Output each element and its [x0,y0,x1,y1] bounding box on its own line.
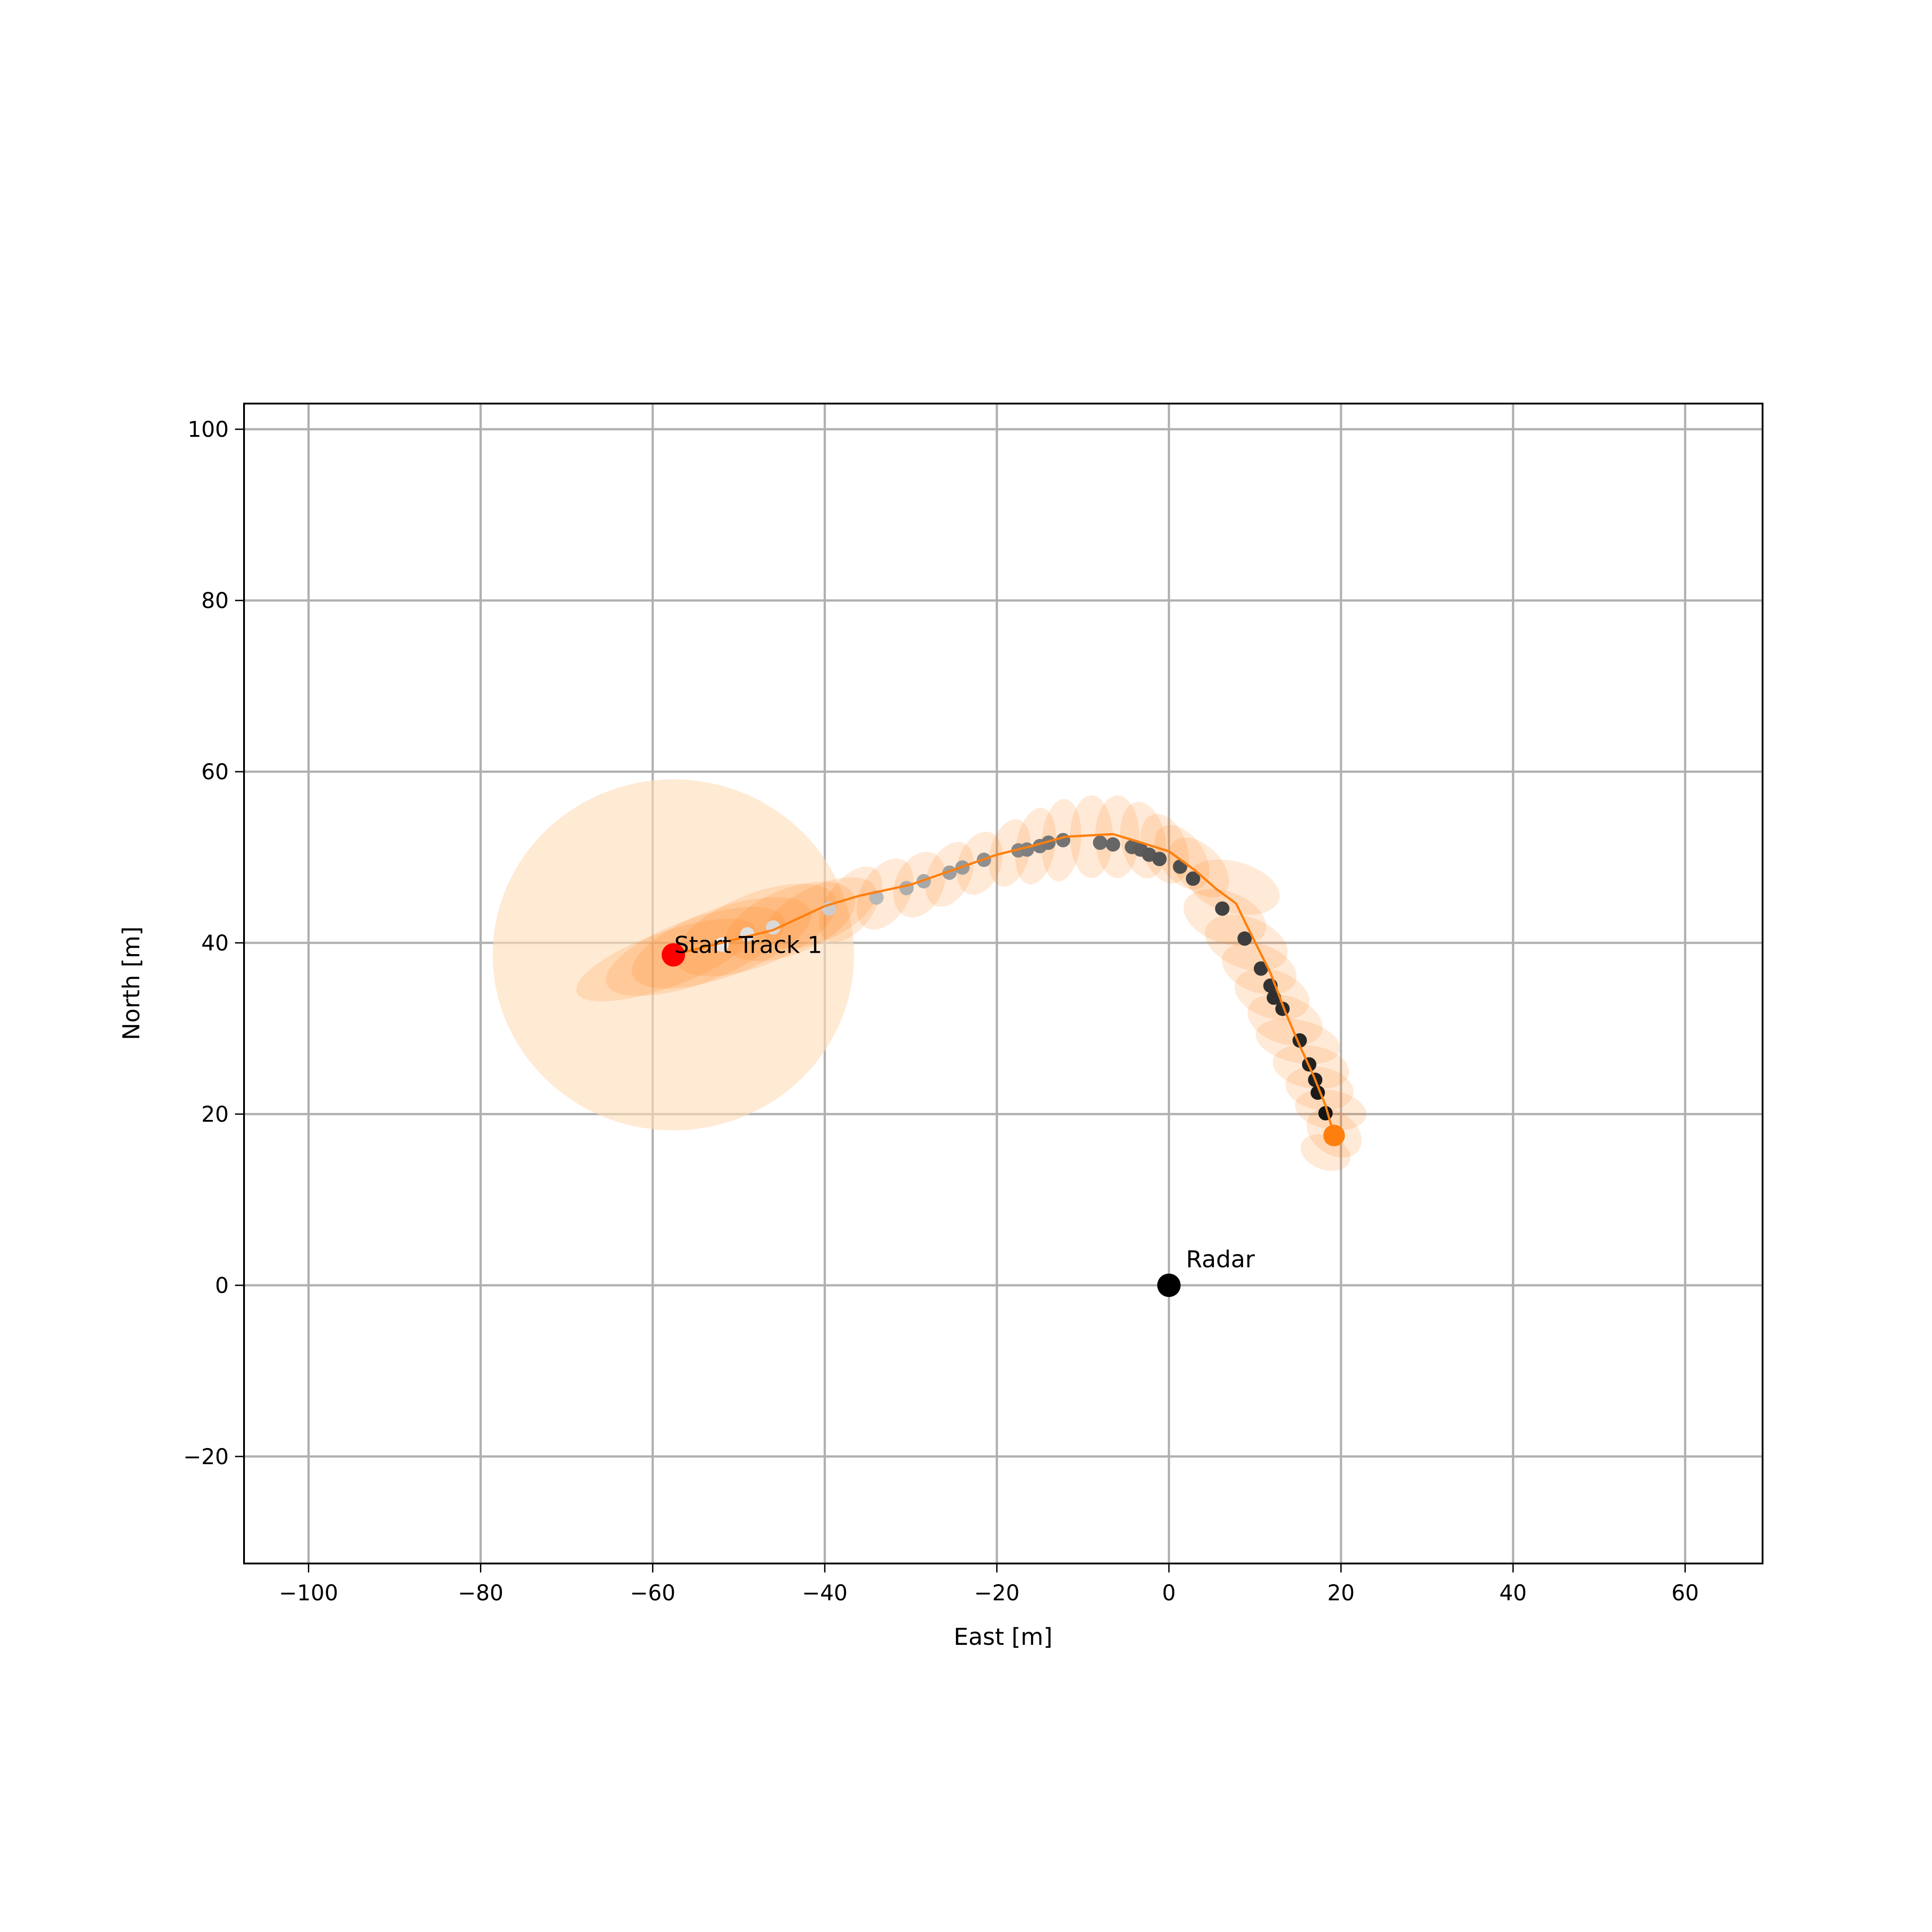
x-tick-label: −100 [279,1581,338,1606]
y-tick-label: 60 [201,759,229,785]
x-tick-label: −40 [802,1581,848,1606]
measurement-point [1253,961,1268,976]
measurement-point [1056,833,1070,848]
x-axis-label: East [m] [954,1624,1053,1651]
covariance-ellipse [764,877,876,949]
radar-annotation: Radar [1186,1246,1255,1273]
measurement-point [1215,901,1230,916]
measurement-point [1173,859,1187,874]
covariance-ellipse [1247,994,1323,1046]
x-tick-label: −80 [458,1581,503,1606]
y-tick-label: 80 [201,588,229,613]
x-tick-label: −60 [630,1581,675,1606]
measurement-point [899,881,914,896]
covariance-ellipse [1183,888,1266,946]
start-track-marker [662,943,685,967]
measurement-point [1152,852,1167,866]
y-axis-label: North [m] [118,926,145,1040]
covariance-ellipse [1095,795,1140,878]
start-track-annotation: Start Track 1 [674,932,822,959]
x-tick-label: 40 [1499,1581,1527,1606]
x-tick-label: 20 [1327,1581,1355,1606]
covariance-ellipse [606,907,786,996]
covariance-ellipse [1187,859,1280,915]
covariance-ellipse [989,819,1031,887]
ticks: −100 −80 −60 −40 −20 0 20 40 60 −20 0 20 40 60 80 100 [183,417,1699,1606]
measurement-point [1041,835,1056,850]
plot-frame [243,403,1763,1564]
y-tick-label: 100 [187,417,229,442]
measurement-point [1106,837,1120,852]
y-tick-label: 20 [201,1102,229,1127]
track-end-marker [1323,1124,1345,1146]
y-tick-label: 0 [215,1273,229,1298]
track-layer [673,833,1336,1136]
measurement-point [1093,835,1107,850]
covariance-ellipse [1169,837,1229,898]
grid [244,404,1763,1563]
covariance-ellipse [1070,795,1113,878]
covariance-ellipse [857,858,914,930]
x-tick-label: 60 [1671,1581,1699,1606]
covariance-ellipse [675,884,837,977]
covariance-ellipse [819,866,882,942]
y-tick-label: −20 [183,1444,229,1470]
measurement-point [1237,931,1252,946]
radar-marker [1157,1273,1181,1297]
measurement-point [1186,871,1200,886]
track-line [673,833,1336,1136]
x-tick-label: −20 [974,1581,1019,1606]
markers [662,943,1345,1297]
x-tick-label: 0 [1162,1581,1176,1606]
y-tick-label: 40 [201,931,229,956]
